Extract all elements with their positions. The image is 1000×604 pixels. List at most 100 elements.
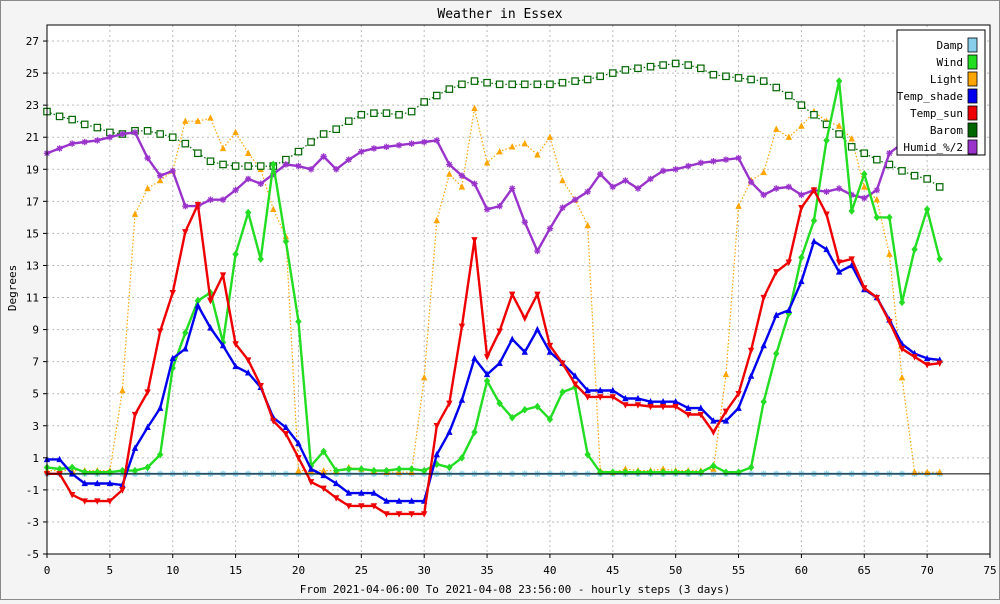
data-point [408,465,415,473]
data-point [219,160,227,169]
data-point [194,149,202,158]
data-point [433,460,440,469]
data-point [244,369,252,376]
data-point [835,122,843,129]
data-point [270,160,277,169]
data-point [332,479,340,487]
data-point [886,318,893,326]
data-point [395,497,403,504]
data-point [131,129,139,136]
data-point [546,225,554,232]
data-point [270,205,277,213]
data-point [194,201,202,209]
data-point [785,183,793,191]
data-point [156,130,164,138]
data-point [923,205,931,214]
data-point [370,145,378,152]
data-point [798,191,805,199]
data-point [697,411,705,419]
data-point [182,328,189,337]
data-point [873,196,881,203]
data-point [370,109,378,117]
data-point [131,411,139,419]
data-point [320,485,327,492]
data-point [307,138,315,146]
data-point [420,98,429,106]
y-tick-label: 11 [26,292,39,305]
data-point [622,177,629,184]
data-point [609,183,616,191]
data-point [81,498,88,505]
data-point [182,117,189,124]
data-point [659,167,667,175]
data-point [584,221,591,229]
data-point [320,466,327,474]
data-point [344,117,353,125]
data-point [848,207,855,215]
data-point [144,423,151,431]
data-point [559,360,566,367]
x-tick-label: 70 [921,564,934,577]
data-point [697,404,705,411]
data-point [357,110,366,119]
data-point [446,170,453,177]
data-point [282,161,290,168]
data-point [546,133,554,140]
data-point [383,143,390,151]
data-point [597,386,604,394]
data-point [370,466,378,475]
data-point [219,341,227,349]
data-point [622,402,629,409]
data-point [496,359,503,366]
data-point [534,151,541,158]
data-point [206,157,215,166]
data-point [584,188,591,195]
data-point [873,155,881,164]
series-line-light [47,107,940,473]
data-point [495,80,504,89]
data-point [647,398,654,405]
data-point [597,394,604,401]
data-point [923,468,931,475]
data-point [282,423,290,431]
data-point [219,272,227,279]
data-point [383,511,390,518]
data-point [634,402,642,409]
data-point [408,140,415,147]
data-point [131,210,139,217]
data-point [773,185,780,192]
data-point [521,405,528,414]
data-point [421,373,428,381]
data-point [471,237,478,244]
x-tick-label: 60 [795,564,808,577]
data-point [194,296,202,305]
data-point [534,325,541,333]
data-point [332,166,340,173]
data-point [722,370,730,378]
data-point [810,110,818,119]
x-tick-label: 25 [355,564,368,577]
data-point [735,154,742,162]
data-point [295,317,302,326]
data-point [181,139,190,148]
data-point [421,511,428,518]
data-point [68,463,76,472]
data-point [935,183,944,191]
data-point [471,428,478,436]
data-point [182,229,189,236]
x-tick-label: 5 [107,564,114,577]
data-point [358,503,365,510]
y-tick-label: 15 [26,227,39,240]
data-point [358,489,365,496]
data-point [144,463,151,472]
data-point [256,162,265,170]
y-tick-label: 23 [26,99,39,112]
data-point [232,128,239,136]
y-tick-label: 9 [32,324,39,337]
data-point [408,511,415,518]
y-tick-label: 3 [32,420,39,433]
data-point [395,511,403,518]
data-point [835,268,843,275]
data-point [584,394,591,401]
data-point [848,261,855,269]
